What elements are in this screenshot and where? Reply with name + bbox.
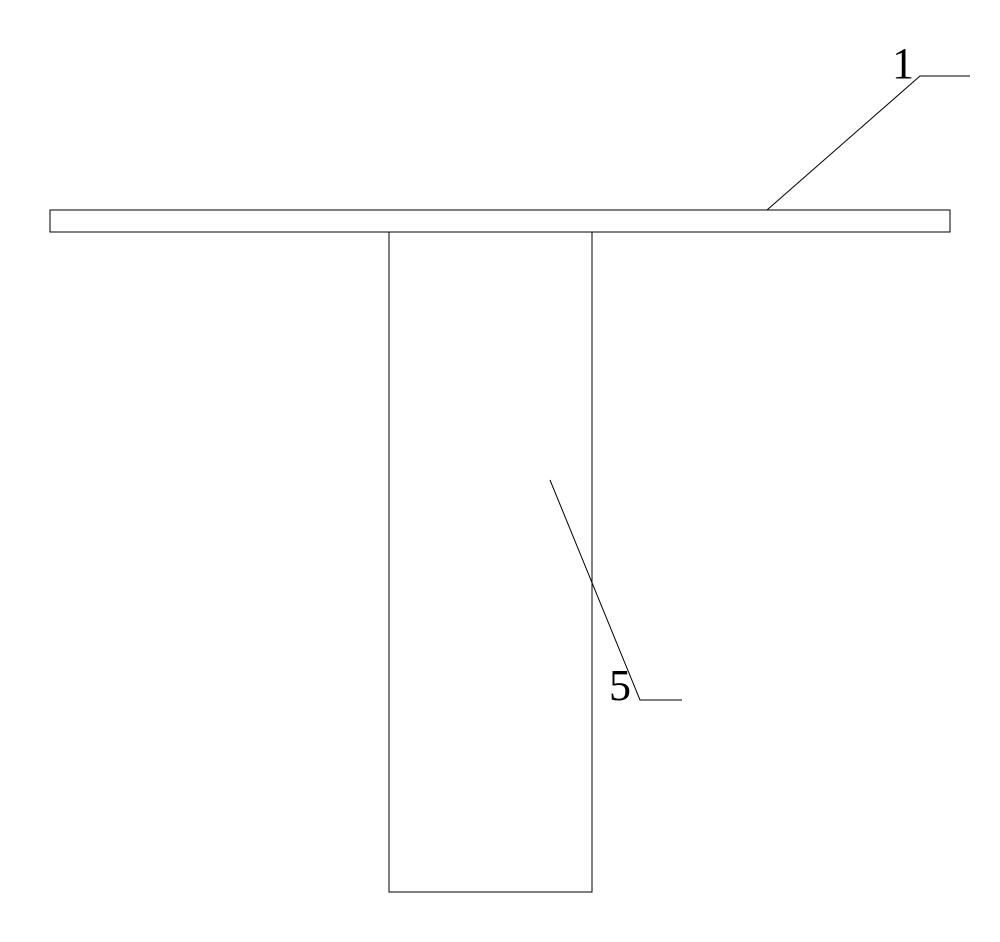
horizontal-bar-shape bbox=[50, 210, 950, 232]
callout-label-1: 1 bbox=[892, 38, 914, 89]
technical-diagram: 1 5 bbox=[0, 0, 1000, 937]
leader-line-1 bbox=[767, 76, 970, 210]
diagram-svg bbox=[0, 0, 1000, 937]
callout-label-5: 5 bbox=[609, 660, 631, 711]
vertical-bar-shape bbox=[389, 232, 592, 892]
